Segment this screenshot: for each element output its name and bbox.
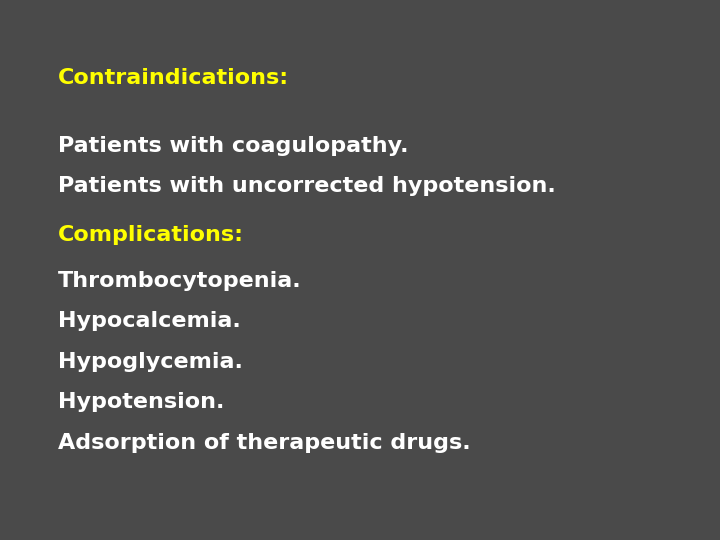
Text: Thrombocytopenia.: Thrombocytopenia. (58, 271, 301, 291)
Text: Patients with coagulopathy.: Patients with coagulopathy. (58, 136, 408, 156)
Text: Hypoglycemia.: Hypoglycemia. (58, 352, 243, 372)
Text: Hypocalcemia.: Hypocalcemia. (58, 311, 240, 332)
Text: Hypotension.: Hypotension. (58, 392, 224, 413)
Text: Contraindications:: Contraindications: (58, 68, 289, 89)
Text: Complications:: Complications: (58, 225, 243, 245)
Text: Adsorption of therapeutic drugs.: Adsorption of therapeutic drugs. (58, 433, 470, 453)
Text: Patients with uncorrected hypotension.: Patients with uncorrected hypotension. (58, 176, 555, 197)
